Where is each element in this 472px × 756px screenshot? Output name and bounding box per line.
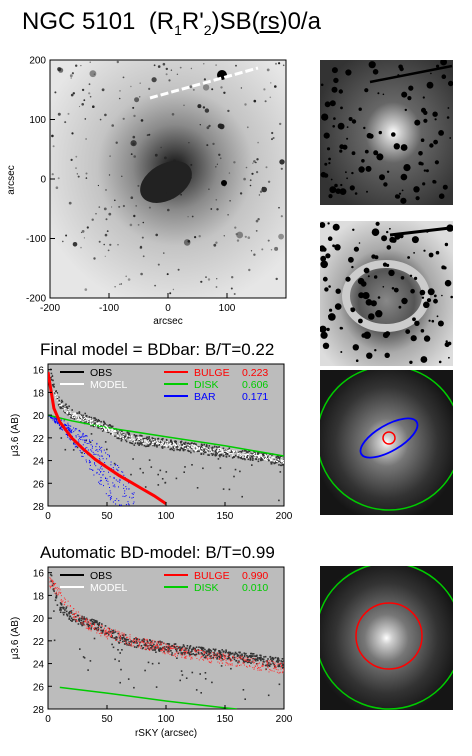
image-xtick-label: 100: [219, 303, 236, 314]
legend-value: 0.010: [242, 582, 268, 594]
ytick-label: 26: [33, 682, 45, 693]
ytick-label: 18: [33, 388, 45, 399]
bulge-contour: [382, 431, 396, 445]
xtick-label: 0: [45, 714, 51, 725]
ytick-label: 28: [33, 502, 45, 513]
disk-contour: [320, 370, 453, 511]
ytick-label: 16: [33, 366, 45, 377]
ytick-label: 26: [33, 479, 45, 490]
legend-value: 0.171: [242, 391, 268, 403]
thumbnail-bd-model: [320, 566, 453, 710]
image-ytick-label: 100: [29, 115, 46, 126]
xtick-label: 100: [158, 511, 175, 522]
ytick-label: 20: [33, 614, 45, 625]
series-bulge: [49, 577, 284, 675]
ytick-label: 18: [33, 591, 45, 602]
ylabel: μ3.6 (AB): [10, 414, 21, 456]
ytick-label: 24: [33, 457, 45, 468]
ytick-label: 20: [33, 411, 45, 422]
image-ylabel: arcsec: [6, 165, 17, 194]
xtick-label: 200: [276, 714, 293, 725]
image-xtick-label: -200: [40, 303, 60, 314]
legend-label: BAR: [194, 391, 216, 403]
series-disk: [48, 414, 284, 457]
legend-label: MODEL: [90, 582, 128, 594]
thumbnail-residual: [320, 221, 453, 366]
ytick-label: 16: [33, 569, 45, 580]
legend-label: DISK: [194, 582, 219, 594]
image-xtick-label: 0: [165, 303, 171, 314]
ytick-label: 28: [33, 705, 45, 716]
series-bulge: [48, 371, 167, 505]
thumbnail-bdbar-model: [320, 370, 453, 515]
series-model: [50, 374, 284, 464]
bulge-contour: [355, 602, 423, 670]
ytick-label: 24: [33, 660, 45, 671]
panel2-title: Final model = BDbar: B/T=0.22: [40, 340, 275, 359]
xtick-label: 50: [101, 714, 113, 725]
plot-area: [47, 566, 285, 710]
thumbnail-galaxy: [320, 60, 453, 205]
legend-label: BULGE: [194, 570, 230, 582]
figure-title: NGC 5101 (R1R'2)SB(rs)0/a: [22, 8, 321, 38]
legend-label: OBS: [90, 570, 112, 582]
ytick-label: 22: [33, 434, 45, 445]
ylabel: μ3.6 (AB): [10, 617, 21, 659]
image-ytick-label: -200: [26, 294, 46, 305]
disk-contour: [320, 566, 453, 710]
image-xtick-label: -100: [99, 303, 119, 314]
satellite-trail: [149, 66, 259, 100]
xlabel: rSKY (arcsec): [135, 728, 197, 739]
legend-label: DISK: [194, 379, 219, 391]
bar-contour: [359, 417, 419, 459]
xtick-label: 150: [217, 714, 234, 725]
image-xlabel: arcsec: [153, 316, 182, 327]
legend-label: BULGE: [194, 367, 230, 379]
background-stars: [51, 60, 285, 295]
legend-label: OBS: [90, 367, 112, 379]
profile-chart-bdbar: 0 50 100 150 200 16 18 20 22 24 26 28 μ3.6 (AB) OBSMO…: [10, 363, 293, 522]
panel3-title: Automatic BD-model: B/T=0.99: [40, 543, 275, 562]
xtick-label: 50: [101, 511, 113, 522]
ytick-label: 22: [33, 637, 45, 648]
xtick-label: 150: [217, 511, 234, 522]
legend-label: MODEL: [90, 379, 128, 391]
legend-value: 0.606: [242, 379, 268, 391]
image-ytick-label: 0: [40, 175, 46, 186]
image-ytick-label: 200: [29, 56, 46, 67]
legend-value: 0.990: [242, 570, 268, 582]
image-ytick-label: -100: [26, 234, 46, 245]
galaxy-image-panel: -200 -100 0 100 200 100 0 -100 -200 arcsec arcsec: [6, 56, 287, 327]
xtick-label: 200: [276, 511, 293, 522]
profile-chart-bd: 0 50 100 150 200 16 18 20 22 24 26 28 μ3.6 (AB) rSKY …: [10, 566, 293, 739]
xtick-label: 100: [158, 714, 175, 725]
xtick-label: 0: [45, 511, 51, 522]
series-disk: [59, 686, 237, 709]
legend-value: 0.223: [242, 367, 268, 379]
